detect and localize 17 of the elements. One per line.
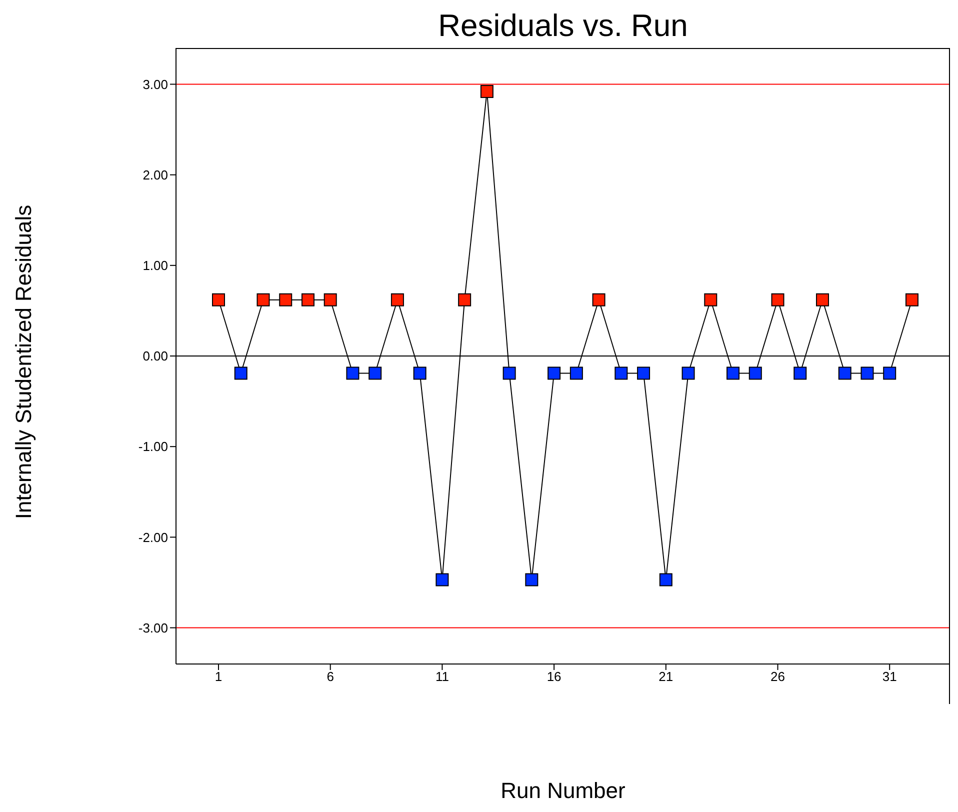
- y-axis-title: Internally Studentized Residuals: [11, 204, 37, 520]
- x-tick-label: 11: [435, 669, 449, 684]
- x-tick-label: 21: [658, 669, 674, 684]
- y-tick-label: 1.00: [142, 258, 168, 274]
- y-tick-label: 2.00: [142, 167, 168, 182]
- y-tick-label: -3.00: [138, 620, 168, 636]
- x-tick-label: 6: [326, 669, 334, 684]
- x-tick-label: 31: [882, 669, 897, 684]
- chart-title: Residuals vs. Run: [437, 8, 689, 44]
- x-tick-label: 26: [770, 669, 785, 684]
- x-tick-label: 1: [214, 669, 222, 684]
- x-axis-title: Run Number: [500, 778, 626, 804]
- y-tick-label: -1.00: [138, 439, 168, 454]
- x-tick-label: 16: [546, 669, 562, 684]
- y-tick-label: -2.00: [138, 530, 168, 545]
- y-tick-label: 0.00: [142, 348, 168, 364]
- y-tick-label: 3.00: [142, 76, 168, 92]
